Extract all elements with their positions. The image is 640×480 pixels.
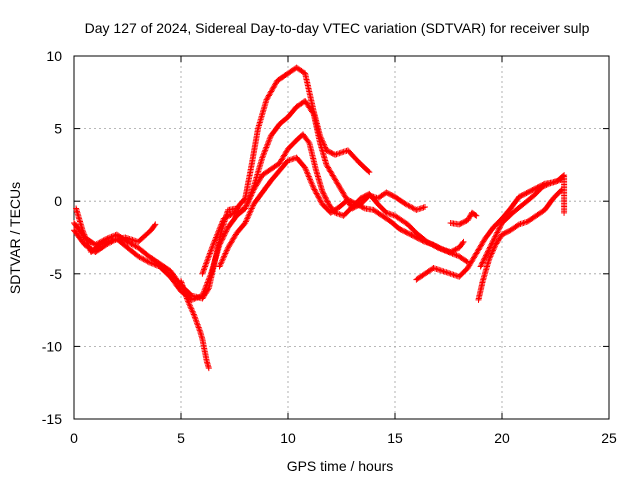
x-axis-label: GPS time / hours [287,458,394,474]
y-tick-label: 0 [54,193,62,209]
data-marks [71,64,568,372]
series-track-6 [216,154,467,270]
series-track-3 [73,205,159,255]
y-tick-label: -10 [42,338,62,354]
data-points [216,154,467,270]
series-track-8 [475,186,565,303]
x-tick-label: 25 [601,430,617,446]
y-tick-label: -15 [42,411,62,427]
y-axis-label: SDTVAR / TECUs [7,182,23,294]
data-points [178,278,212,372]
x-tick-label: 15 [387,430,403,446]
y-tick-label: 10 [46,48,62,64]
x-tick-label: 0 [70,430,78,446]
axis-ticks: 0 5 10 15 20 25 -15 -10 -5 0 5 10 [42,48,617,446]
plot-frame [73,55,610,420]
chart-title: Day 127 of 2024, Sidereal Day-to-day VTE… [85,20,590,36]
x-tick-label: 20 [494,430,510,446]
series-track-10 [477,172,568,270]
series-track-9 [447,209,480,228]
data-points [447,209,480,228]
series-track-1 [71,64,373,302]
x-tick-label: 10 [280,430,296,446]
y-tick-label: 5 [54,121,62,137]
data-points [71,64,373,302]
grid [74,56,609,419]
x-tick-label: 5 [177,430,185,446]
y-tick-label: -5 [50,266,63,282]
data-points [73,205,159,255]
data-points [477,172,568,270]
data-points [475,186,565,303]
series-track-4 [178,278,212,372]
